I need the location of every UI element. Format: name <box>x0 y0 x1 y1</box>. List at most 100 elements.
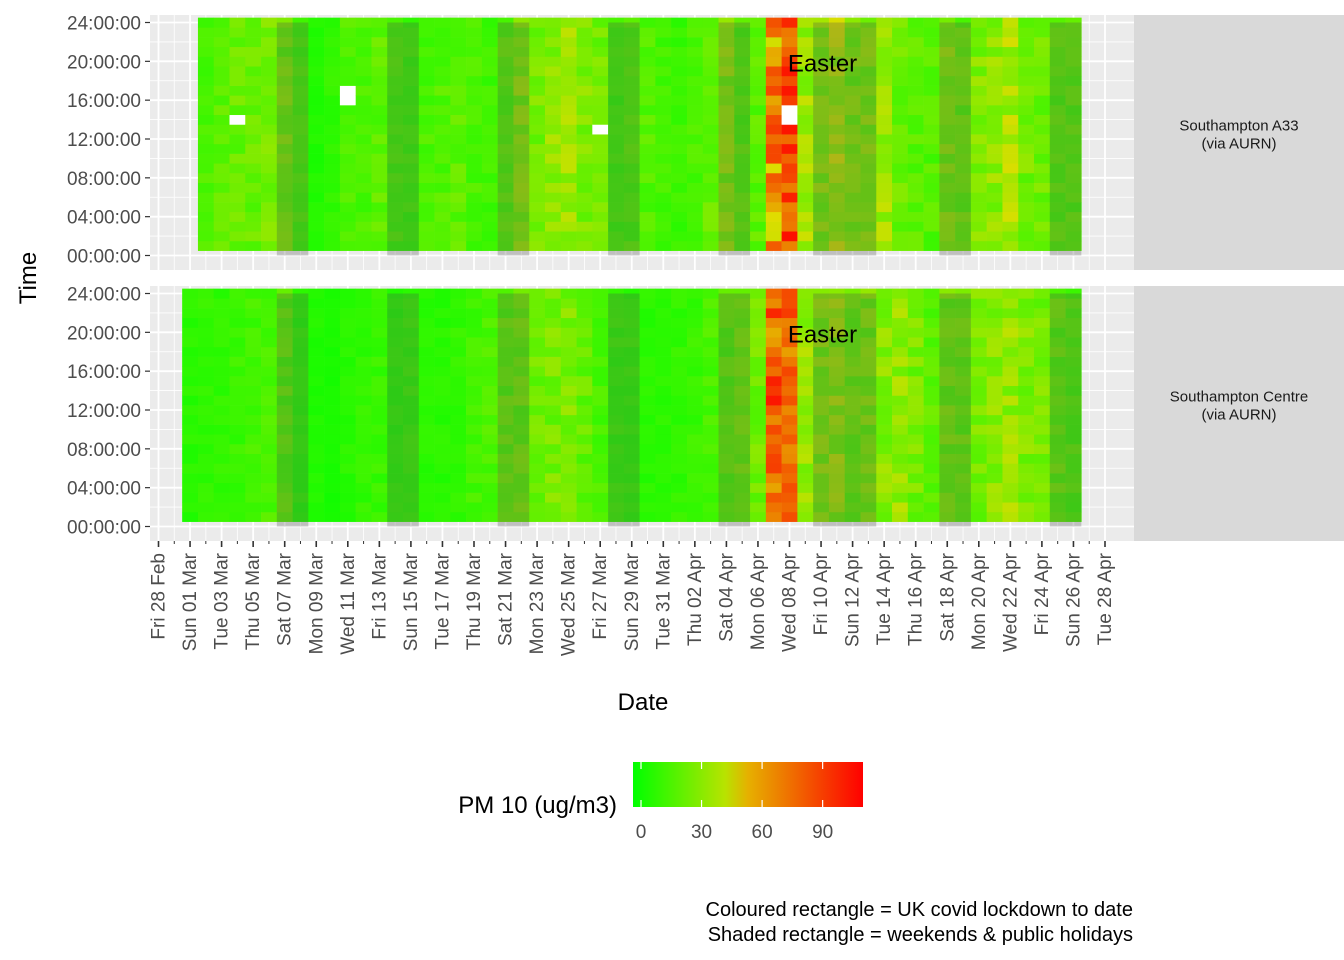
heatmap-cell <box>750 221 767 232</box>
heatmap-cell <box>750 182 767 193</box>
heatmap-cell <box>702 395 719 406</box>
heatmap-cell <box>276 202 293 213</box>
heatmap-cell <box>734 492 751 503</box>
heatmap-cell <box>923 85 940 96</box>
heatmap-cell <box>1034 337 1051 348</box>
heatmap-cell <box>734 482 751 493</box>
heatmap-cell <box>292 356 309 367</box>
heatmap-cell <box>813 385 830 396</box>
heatmap-cell <box>860 317 877 328</box>
heatmap-cell <box>560 143 577 154</box>
heatmap-cell <box>923 482 940 493</box>
heatmap-cell <box>750 105 767 116</box>
heatmap-cell <box>324 473 341 484</box>
heatmap-cell <box>655 56 672 67</box>
heatmap-cell <box>1065 424 1082 435</box>
heatmap-cell <box>702 202 719 213</box>
heatmap-cell <box>718 105 735 116</box>
heatmap-cell <box>1034 288 1051 299</box>
heatmap-cell <box>229 75 246 86</box>
heatmap-cell <box>1049 37 1066 48</box>
heatmap-cell <box>860 298 877 309</box>
heatmap-cell <box>403 240 420 251</box>
heatmap-cell <box>860 356 877 367</box>
heatmap-cell <box>797 105 814 116</box>
heatmap-cell <box>276 424 293 435</box>
heatmap-cell <box>765 366 782 377</box>
heatmap-cell <box>229 288 246 299</box>
heatmap-cell <box>718 172 735 183</box>
heatmap-cell <box>592 473 609 484</box>
heatmap-cell <box>592 153 609 164</box>
heatmap-cell <box>245 202 262 213</box>
heatmap-cell <box>797 46 814 57</box>
heatmap-cell <box>986 492 1003 503</box>
heatmap-cell <box>308 443 325 454</box>
heatmap-cell <box>608 414 625 425</box>
heatmap-cell <box>608 473 625 484</box>
heatmap-cell <box>781 346 798 357</box>
heatmap-cell <box>655 17 672 28</box>
heatmap-cell <box>750 288 767 299</box>
heatmap-cell <box>403 95 420 106</box>
heatmap-cell <box>403 75 420 86</box>
heatmap-cell <box>1049 143 1066 154</box>
heatmap-cell <box>876 337 893 348</box>
heatmap-cell <box>639 75 656 86</box>
heatmap-cell <box>876 105 893 116</box>
heatmap-cell <box>544 453 562 464</box>
heatmap-cell <box>292 395 309 406</box>
heatmap-cell <box>639 192 656 203</box>
heatmap-cell <box>197 134 215 145</box>
heatmap-cell <box>387 66 404 77</box>
heatmap-cell <box>466 443 483 454</box>
heatmap-cell <box>986 405 1003 416</box>
heatmap-cell <box>466 376 483 387</box>
heatmap-cell <box>1049 346 1066 357</box>
heatmap-cell <box>481 202 498 213</box>
heatmap-cell <box>765 405 782 416</box>
heatmap-cell <box>876 356 893 367</box>
heatmap-cell <box>292 172 309 183</box>
heatmap-cell <box>1065 37 1082 48</box>
heatmap-cell <box>481 337 498 348</box>
heatmap-cell <box>434 56 451 67</box>
heatmap-cell <box>513 482 530 493</box>
heatmap-cell <box>245 473 262 484</box>
heatmap-cell <box>245 27 262 38</box>
heatmap-cell <box>623 356 640 367</box>
heatmap-cell <box>718 114 735 125</box>
heatmap-cell <box>813 124 830 135</box>
heatmap-cell <box>308 56 325 67</box>
heatmap-cell <box>450 385 467 396</box>
heatmap-cell <box>813 288 830 299</box>
heatmap-cell <box>513 192 530 203</box>
heatmap-cell <box>292 231 309 242</box>
heatmap-cell <box>986 366 1003 377</box>
heatmap-cell <box>560 308 577 319</box>
heatmap-cell <box>1049 46 1066 57</box>
heatmap-cell <box>403 511 420 522</box>
heatmap-cell <box>1002 27 1019 38</box>
heatmap-cell <box>355 511 372 522</box>
heatmap-cell <box>387 424 404 435</box>
heatmap-cell <box>955 27 972 38</box>
heatmap-cell <box>813 317 830 328</box>
heatmap-cell <box>734 56 751 67</box>
heatmap-cell <box>608 95 625 106</box>
heatmap-cell <box>939 221 956 232</box>
heatmap-cell <box>403 463 420 474</box>
heatmap-cell <box>892 134 909 145</box>
heatmap-cell <box>955 492 972 503</box>
heatmap-cell <box>355 75 372 86</box>
heatmap-cell <box>608 376 625 387</box>
heatmap-cell <box>639 56 656 67</box>
heatmap-cell <box>387 46 404 57</box>
heatmap-cell <box>1002 114 1019 125</box>
heatmap-cell <box>686 385 704 396</box>
heatmap-cell <box>718 75 735 86</box>
heatmap-cell <box>182 376 199 387</box>
heatmap-cell <box>797 85 814 96</box>
heatmap-cell <box>387 134 404 145</box>
heatmap-cell <box>1002 105 1019 116</box>
